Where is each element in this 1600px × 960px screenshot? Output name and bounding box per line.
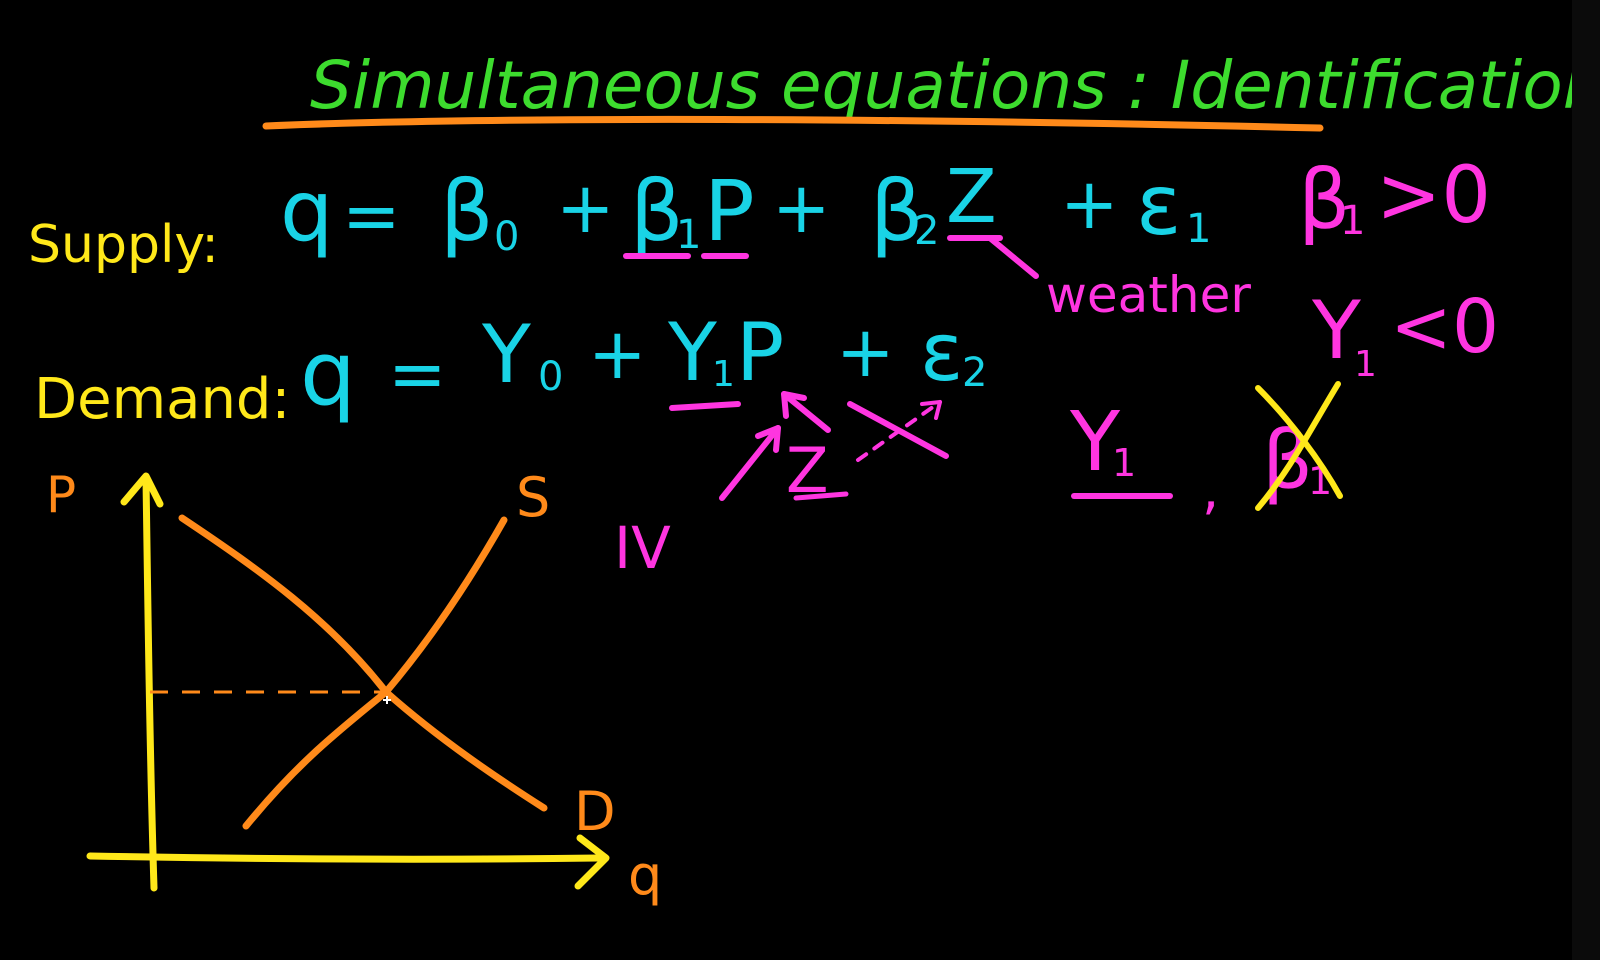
graph-x-axis [86,852,602,863]
weather-note: weather [1046,266,1251,324]
demand-epsilon: ε [920,306,963,399]
identified-comma: , [1202,458,1219,521]
supply-beta1-sub: 1 [676,212,701,258]
beta-cross-stroke-2 [1255,381,1341,511]
graph-y-axis [142,474,158,892]
graph-q-axis-label: q [628,844,662,907]
iv-to-z-arrowhead [755,425,781,453]
graph-supply-label: S [516,466,550,529]
weather-pointer [987,235,1039,279]
supply-epsilon: ε [1136,156,1181,254]
equilibrium-marker-icon [383,696,391,704]
demand-gamma1: Υ [667,306,718,399]
demand-plus-2: + [836,311,895,393]
demand-gamma0: Υ [481,308,532,401]
supply-label: Supply: [28,215,219,275]
title-text: Simultaneous equations : Identification [310,47,1600,124]
z-to-p-arrowhead [781,391,807,419]
gamma-condition-relation: <0 [1390,284,1499,370]
demand-curve [178,514,548,812]
supply-epsilon-sub: 1 [1186,206,1211,252]
supply-plus-1: + [556,167,615,249]
identified-gamma-sub: 1 [1112,441,1136,485]
supply-q: q [280,162,333,260]
beta-condition-relation: >0 [1376,151,1491,241]
demand-q: q [300,322,356,425]
supply-equals: = [342,175,401,257]
supply-beta0: β [440,162,494,260]
demand-gamma0-sub: 0 [538,354,563,400]
graph-p-axis-label: P [46,466,76,524]
supply-plus-2: + [772,167,831,249]
gamma-condition-sub: 1 [1354,344,1377,385]
title-underline [262,115,1324,132]
z-to-epsilon-arrowhead [920,400,942,420]
graph-demand-label: D [574,780,616,843]
demand-gamma1-sub: 1 [712,354,735,395]
iv-z-underline [793,491,849,501]
graph-y-axis-arrowhead [120,472,164,508]
supply-curve [242,516,508,830]
iv-to-z-arrow [719,425,781,501]
gamma1-underline [669,401,741,411]
supply-beta2: β [870,162,924,260]
window-right-edge [1572,0,1600,960]
supply-beta1: β [630,162,684,260]
beta-condition: β [1298,153,1350,248]
demand-plus-1: + [588,313,647,395]
graph-x-axis-arrowhead [574,834,610,890]
supply-z: Z [946,154,997,240]
supply-beta2-sub: 2 [914,208,939,254]
demand-label: Demand: [34,367,290,432]
beta-condition-sub: 1 [1340,198,1365,244]
supply-p: P [704,162,755,260]
z-to-p-arrow [781,391,831,433]
supply-beta0-sub: 0 [494,214,519,260]
demand-epsilon-sub: 2 [962,350,987,396]
demand-p: P [736,306,784,399]
demand-equals: = [388,333,447,415]
gamma-condition: Υ [1311,284,1362,377]
iv-label: IV [614,514,671,582]
identified-gamma: Υ [1069,395,1121,490]
z-epsilon-strike [847,401,949,459]
supply-plus-3: + [1060,163,1119,245]
